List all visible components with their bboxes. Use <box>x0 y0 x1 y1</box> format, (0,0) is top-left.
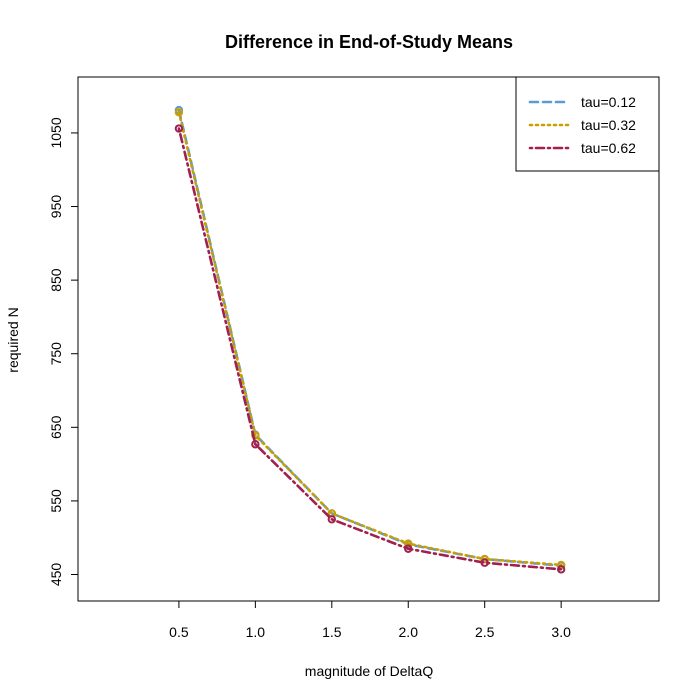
series-1 <box>174 105 566 570</box>
legend-label: tau=0.32 <box>581 117 636 133</box>
y-tick-label: 750 <box>48 342 64 366</box>
y-tick-label: 650 <box>48 415 64 439</box>
series-line <box>177 111 563 567</box>
y-tick-label: 950 <box>48 195 64 219</box>
y-tick-label: 1050 <box>48 117 64 148</box>
series-3 <box>174 124 566 574</box>
data-point <box>251 440 260 449</box>
y-tick-label: 450 <box>48 563 64 587</box>
series-2 <box>174 108 566 570</box>
data-point <box>174 124 184 133</box>
legend: tau=0.12 tau=0.32 tau=0.62 <box>515 76 660 172</box>
x-axis-title: magnitude of DeltaQ <box>305 663 434 679</box>
data-point <box>404 539 413 548</box>
data-point <box>404 544 413 553</box>
series-line <box>177 108 563 567</box>
y-tick-label: 550 <box>48 489 64 513</box>
x-tick-label: 0.5 <box>169 624 189 640</box>
y-tick-label: 850 <box>48 268 64 292</box>
x-tick-label: 1.0 <box>246 624 266 640</box>
data-point <box>327 515 337 524</box>
y-axis: 450 550 650 750 850 950 1050 <box>48 117 78 586</box>
x-axis: 0.5 1.0 1.5 2.0 2.5 3.0 <box>169 601 571 640</box>
plot-frame <box>77 76 660 602</box>
data-point <box>556 565 566 574</box>
legend-label: tau=0.12 <box>581 94 636 110</box>
x-tick-label: 2.5 <box>475 624 495 640</box>
legend-box <box>515 76 660 172</box>
y-axis-title: required N <box>5 307 21 372</box>
data-point <box>480 558 489 567</box>
x-tick-label: 2.0 <box>399 624 419 640</box>
legend-label: tau=0.62 <box>581 140 636 156</box>
x-tick-label: 1.5 <box>322 624 342 640</box>
x-tick-label: 3.0 <box>551 624 571 640</box>
series-line <box>177 127 563 571</box>
data-point <box>174 108 184 117</box>
data-point <box>480 554 489 564</box>
series-layer <box>174 105 566 574</box>
chart-title: Difference in End-of-Study Means <box>225 32 513 52</box>
